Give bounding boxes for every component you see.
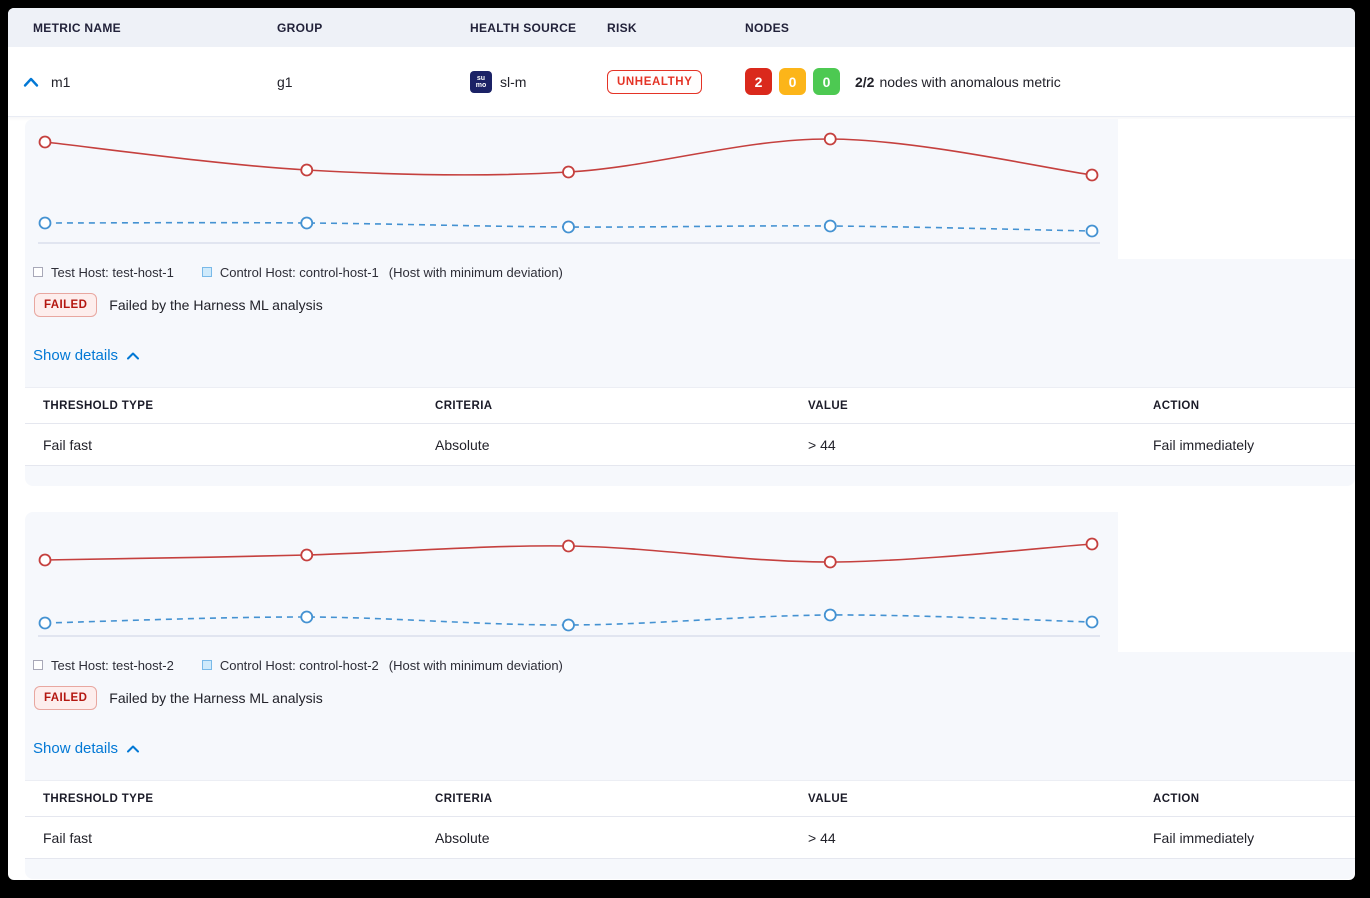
chevron-up-icon [127,745,140,752]
host-analysis-card-1: Test Host: test-host-1 Control Host: con… [25,119,1355,486]
analysis-status-row-2: FAILED Failed by the Harness ML analysis [34,686,1355,710]
legend-item-control-host[interactable]: Control Host: control-host-1 [201,265,379,280]
host-analysis-card-2: Test Host: test-host-2 Control Host: con… [25,512,1355,879]
threshold-table-row: Fail fast Absolute > 44 Fail immediately [25,424,1355,466]
control-host-marker-icon [201,267,212,277]
legend-note: (Host with minimum deviation) [388,264,563,280]
legend-note: (Host with minimum deviation) [388,657,563,673]
risk-badge: UNHEALTHY [607,69,703,94]
nodes-summary: 2/2 nodes with anomalous metric [855,73,1061,90]
sumo-logic-icon: su mo [470,70,492,93]
failed-status-message: Failed by the Harness ML analysis [109,297,323,313]
collapse-chevron-icon[interactable] [23,76,39,88]
failed-status-badge: FAILED [34,686,98,710]
group-name: g1 [277,73,293,90]
legend-item-test-host[interactable]: Test Host: test-host-2 [33,658,174,673]
chart-legend-2: Test Host: test-host-2 Control Host: con… [33,656,1355,674]
host-chart-row-1 [25,119,1355,259]
chart-side-panel-1 [1118,119,1355,259]
threshold-table-row: Fail fast Absolute > 44 Fail immediately [25,817,1355,859]
threshold-details-table-2: THRESHOLD TYPE CRITERIA VALUE ACTION Fai… [25,780,1355,859]
timeseries-chart-2 [25,512,1118,652]
chevron-up-icon [127,352,140,359]
expanded-metric-details: Test Host: test-host-1 Control Host: con… [8,119,1355,879]
chart-legend-1: Test Host: test-host-1 Control Host: con… [33,263,1355,281]
show-details-link-2[interactable]: Show details [33,740,140,757]
threshold-table-header: THRESHOLD TYPE CRITERIA VALUE ACTION [25,781,1355,817]
health-source-label: sl-m [500,73,527,90]
verification-metrics-panel: METRIC NAME GROUP HEALTH SOURCE RISK NOD… [8,8,1355,880]
threshold-details-table-1: THRESHOLD TYPE CRITERIA VALUE ACTION Fai… [25,387,1355,466]
show-details-link-1[interactable]: Show details [33,347,140,364]
legend-item-test-host[interactable]: Test Host: test-host-1 [33,265,174,280]
metric-name: m1 [51,73,71,90]
node-count-badge-healthy: 0 [813,68,840,95]
metric-row[interactable]: m1 g1 su mo sl-m UNHEALTHY 2 0 0 2/2 nodes… [8,47,1355,117]
node-count-badge-anomalous: 2 [745,68,772,95]
timeseries-chart-1 [25,119,1118,259]
column-header-risk: RISK [607,20,637,35]
test-host-marker-icon [33,660,43,670]
chart-side-panel-2 [1118,512,1355,652]
column-header-nodes: NODES [745,20,790,35]
column-header-health-source: HEALTH SOURCE [470,20,577,35]
threshold-table-header: THRESHOLD TYPE CRITERIA VALUE ACTION [25,388,1355,424]
column-header-group: GROUP [277,20,323,35]
analysis-status-row-1: FAILED Failed by the Harness ML analysis [34,293,1355,317]
host-chart-row-2 [25,512,1355,652]
table-header-row: METRIC NAME GROUP HEALTH SOURCE RISK NOD… [8,8,1355,47]
failed-status-badge: FAILED [34,293,98,317]
control-host-marker-icon [201,660,212,670]
node-count-badge-warning: 0 [779,68,806,95]
test-host-marker-icon [33,267,43,277]
column-header-metric-name: METRIC NAME [33,20,121,35]
legend-item-control-host[interactable]: Control Host: control-host-2 [201,658,379,673]
failed-status-message: Failed by the Harness ML analysis [109,690,323,706]
